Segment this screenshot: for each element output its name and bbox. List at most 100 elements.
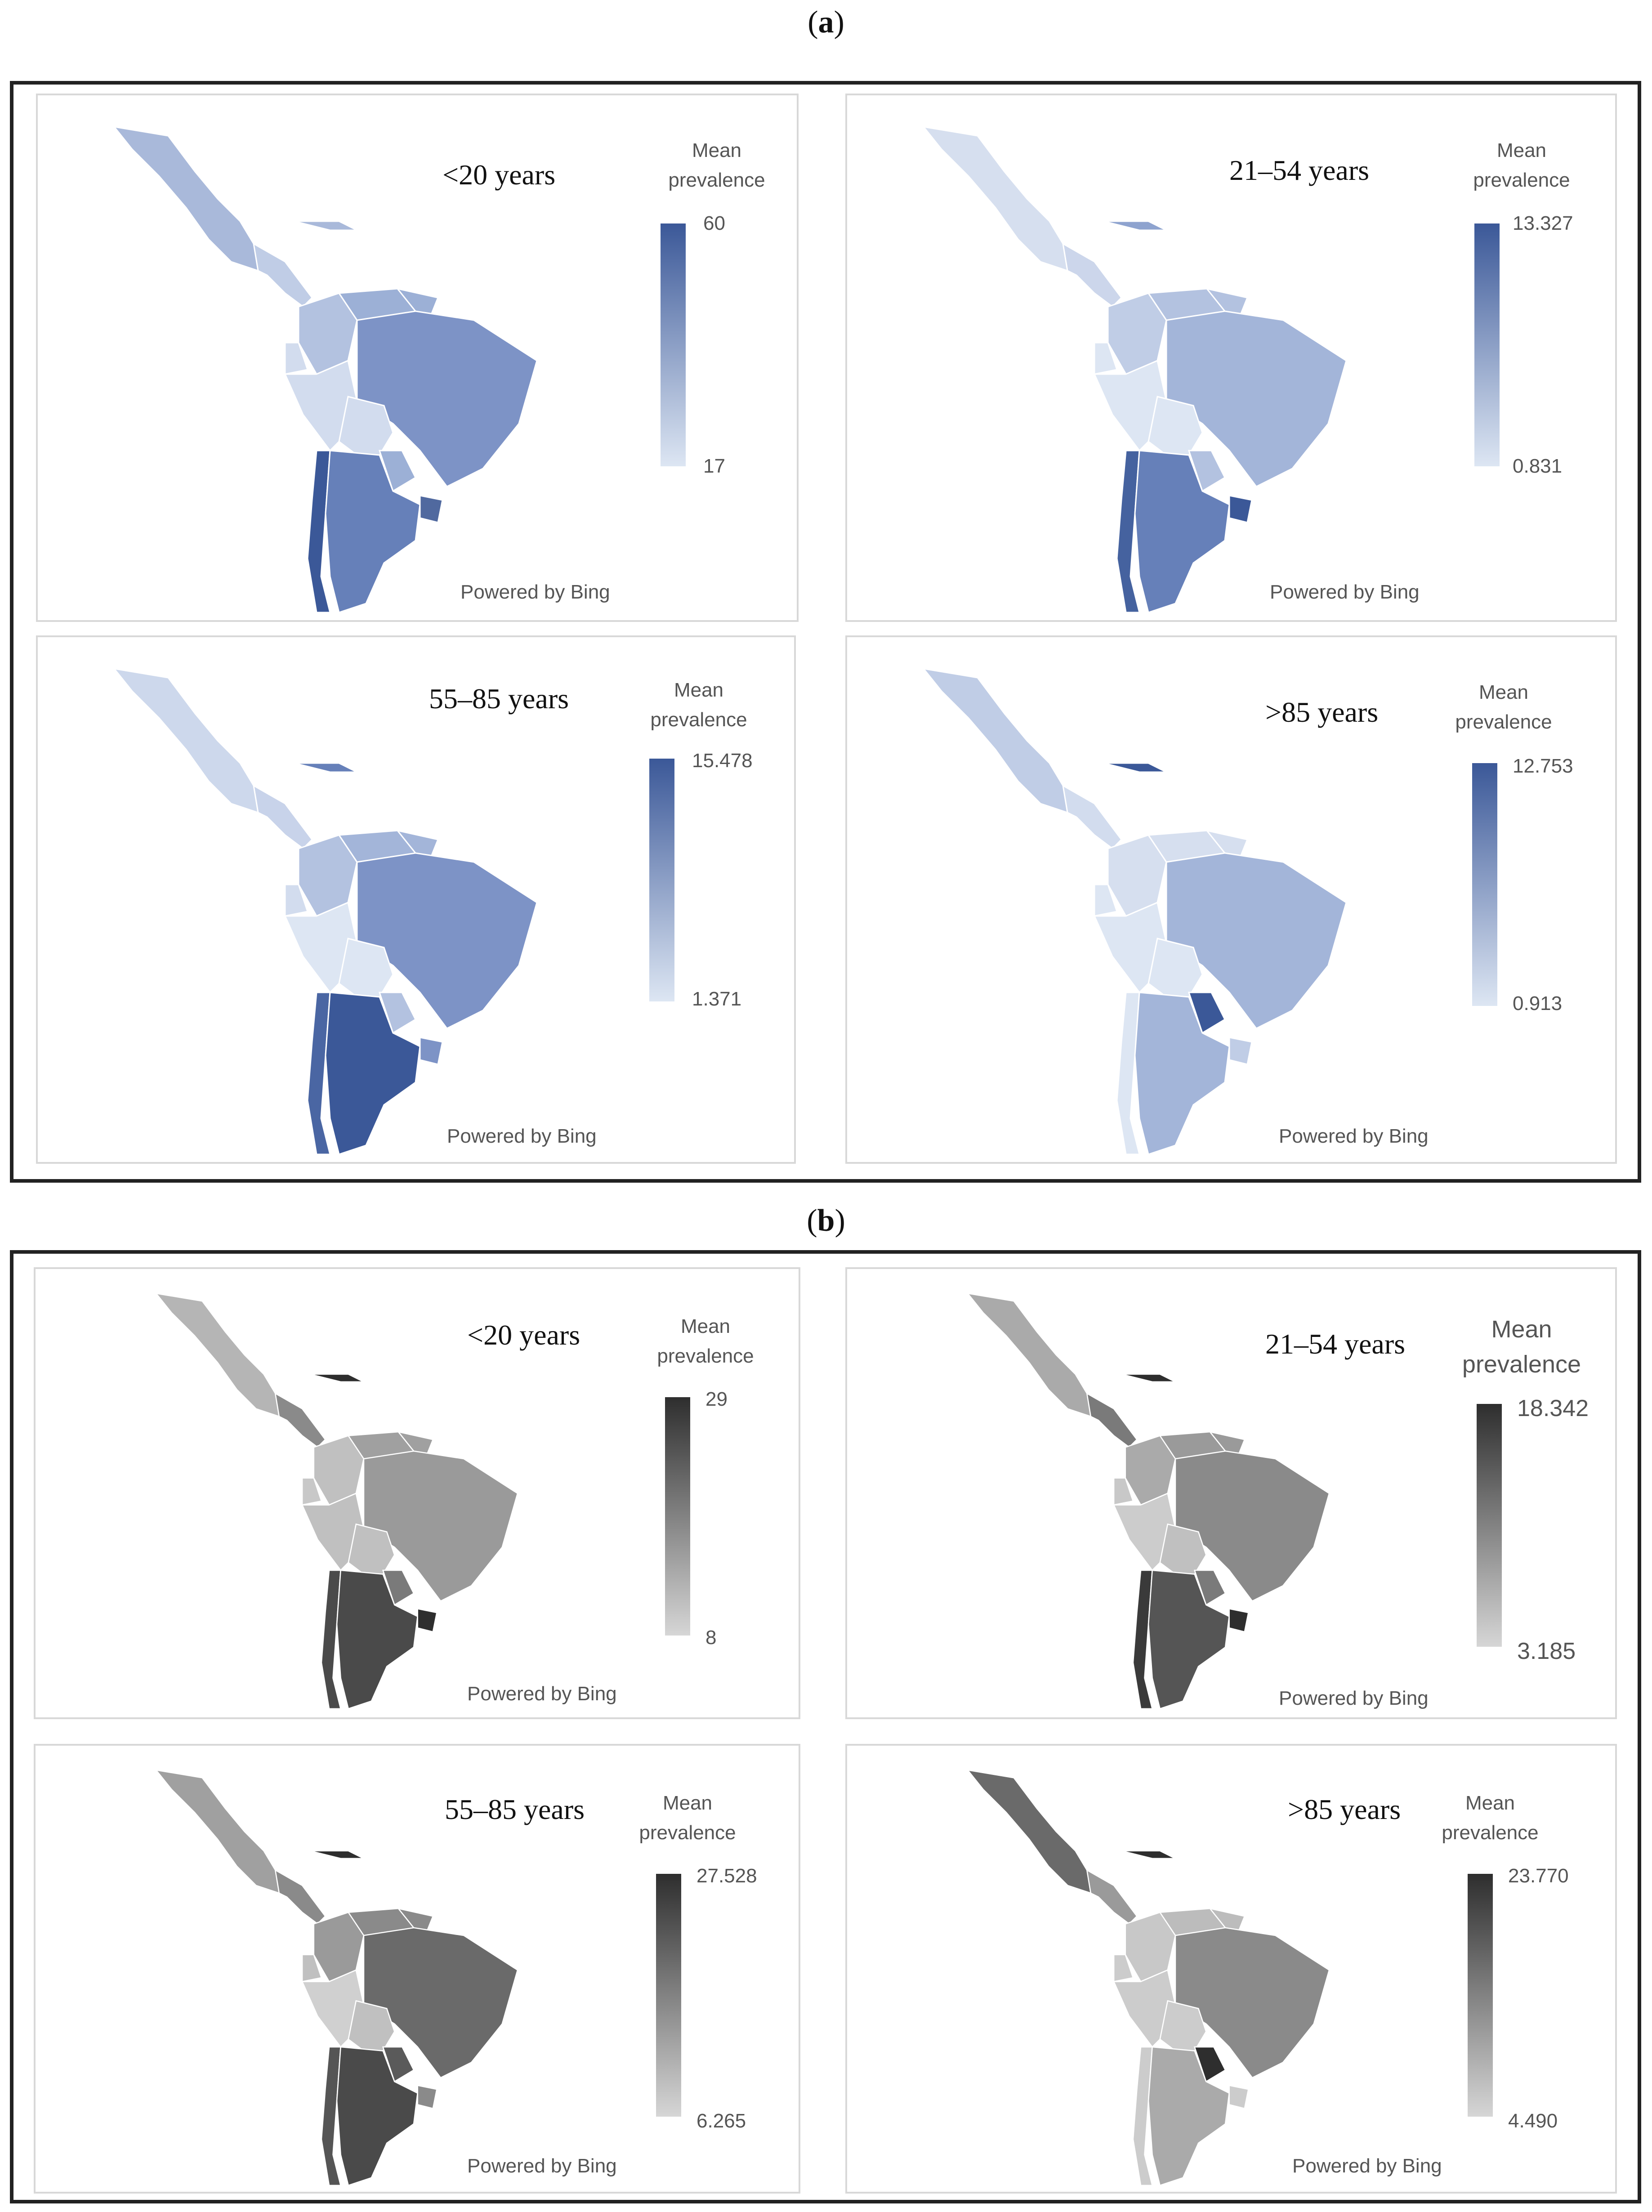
latin-america-map xyxy=(922,125,1347,613)
legend-min-value: 17 xyxy=(703,455,725,477)
latin-america-map xyxy=(922,667,1347,1155)
latin-america-map xyxy=(154,1769,518,2186)
country-cuba xyxy=(309,1850,364,1859)
country-cuba xyxy=(1121,1850,1176,1859)
powered-by-bing: Powered by Bing xyxy=(460,581,610,603)
panel-a-under-20: <20 years Mean prevalence 60 17 Powered b… xyxy=(36,94,799,622)
legend-title: Mean prevalence xyxy=(1462,1316,1581,1378)
legend-min-value: 1.371 xyxy=(692,988,742,1010)
country-ecuador xyxy=(284,884,308,917)
age-group-label: 21–54 years xyxy=(1265,1328,1406,1360)
legend-color-scale xyxy=(1468,1874,1493,2117)
section-b-frame: <20 years Mean prevalence 29 8 Powered by… xyxy=(10,1250,1641,2203)
country-cuba xyxy=(294,762,357,773)
country-argentina xyxy=(1147,2046,1230,2186)
country-ecuador xyxy=(301,1477,322,1506)
legend-min-value: 0.831 xyxy=(1513,455,1563,477)
country-central xyxy=(253,242,313,308)
country-uruguay xyxy=(417,1608,438,1633)
latin-america-map xyxy=(966,1769,1330,2186)
powered-by-bing: Powered by Bing xyxy=(1270,581,1420,603)
country-argentina xyxy=(336,1569,419,1710)
country-uruguay xyxy=(419,1037,443,1065)
country-central xyxy=(1086,1869,1138,1925)
legend-color-scale xyxy=(649,759,674,1001)
legend-min-value: 8 xyxy=(705,1627,717,1649)
legend-color-scale xyxy=(1472,763,1497,1006)
legend-title: Mean prevalence xyxy=(668,139,765,191)
country-uruguay xyxy=(419,495,443,523)
panel-b-over-85: >85 years Mean prevalence 23.770 4.490 Po… xyxy=(845,1744,1617,2194)
panel-b-55-85: 55–85 years Mean prevalence 27.528 6.265 … xyxy=(34,1744,800,2194)
country-argentina xyxy=(1134,992,1230,1155)
powered-by-bing: Powered by Bing xyxy=(1292,2155,1442,2177)
powered-by-bing: Powered by Bing xyxy=(467,2155,617,2177)
panel-a-21-54: 21–54 years Mean prevalence 13.327 0.831 … xyxy=(845,94,1617,622)
country-argentina xyxy=(325,450,421,613)
legend-title: Mean prevalence xyxy=(650,679,747,731)
legend-color-scale xyxy=(1477,1404,1502,1647)
country-central xyxy=(1062,784,1122,849)
latin-america-map xyxy=(154,1292,518,1710)
country-mexico xyxy=(112,125,268,272)
age-group-label: 55–85 years xyxy=(445,1793,585,1825)
legend-max-value: 12.753 xyxy=(1513,755,1573,777)
legend-min-value: 0.913 xyxy=(1513,992,1563,1014)
age-group-label: >85 years xyxy=(1288,1793,1401,1825)
legend-max-value: 15.478 xyxy=(692,750,753,772)
powered-by-bing: Powered by Bing xyxy=(467,1683,617,1705)
legend-title: Mean prevalence xyxy=(639,1792,736,1844)
country-ecuador xyxy=(1094,884,1118,917)
legend-min-value: 6.265 xyxy=(697,2110,746,2132)
legend-title: Mean prevalence xyxy=(657,1315,754,1367)
panel-b-under-20: <20 years Mean prevalence 29 8 Powered by… xyxy=(34,1267,800,1719)
country-mexico xyxy=(154,1769,288,1894)
legend-color-scale xyxy=(665,1397,690,1636)
legend-min-value: 4.490 xyxy=(1508,2110,1558,2132)
country-uruguay xyxy=(1228,495,1253,523)
age-group-label: >85 years xyxy=(1265,696,1379,728)
legend-color-scale xyxy=(661,223,686,466)
country-uruguay xyxy=(417,2084,438,2109)
legend-max-value: 29 xyxy=(705,1388,728,1410)
powered-by-bing: Powered by Bing xyxy=(1279,1125,1429,1147)
country-ecuador xyxy=(301,1954,322,1983)
powered-by-bing: Powered by Bing xyxy=(447,1125,597,1147)
country-central xyxy=(274,1392,326,1448)
country-ecuador xyxy=(1094,342,1118,375)
legend-max-value: 60 xyxy=(703,212,725,234)
panel-b-21-54: 21–54 years Mean prevalence 18.342 3.185 … xyxy=(845,1267,1617,1719)
legend-color-scale xyxy=(656,1874,681,2117)
age-group-label: 21–54 years xyxy=(1229,154,1370,186)
country-mexico xyxy=(922,667,1077,813)
legend-max-value: 23.770 xyxy=(1508,1865,1569,1887)
legend-max-value: 18.342 xyxy=(1517,1395,1589,1421)
section-a-frame: <20 years Mean prevalence 60 17 Powered b… xyxy=(10,81,1641,1183)
country-argentina xyxy=(336,2046,419,2186)
country-cuba xyxy=(309,1373,364,1383)
panel-a-over-85: >85 years Mean prevalence 12.753 0.913 Po… xyxy=(845,635,1617,1164)
country-central xyxy=(274,1869,326,1925)
country-cuba xyxy=(1103,762,1167,773)
country-uruguay xyxy=(1228,1608,1249,1633)
age-group-label: <20 years xyxy=(467,1319,580,1351)
country-central xyxy=(253,784,313,849)
country-argentina xyxy=(1147,1569,1230,1710)
country-mexico xyxy=(966,1769,1099,1894)
country-uruguay xyxy=(1228,2084,1249,2109)
country-mexico xyxy=(966,1292,1099,1417)
country-central xyxy=(1086,1392,1138,1448)
latin-america-map xyxy=(966,1292,1330,1710)
panel-a-55-85: 55–85 years Mean prevalence 15.478 1.371 … xyxy=(36,635,796,1164)
country-central xyxy=(1062,242,1122,308)
powered-by-bing: Powered by Bing xyxy=(1279,1687,1429,1709)
legend-color-scale xyxy=(1474,223,1500,466)
latin-america-map xyxy=(112,125,538,613)
legend-title: Mean prevalence xyxy=(1473,139,1570,191)
country-argentina xyxy=(1134,450,1230,613)
legend-title: Mean prevalence xyxy=(1455,681,1552,733)
age-group-label: <20 years xyxy=(442,159,556,191)
country-mexico xyxy=(154,1292,288,1417)
country-ecuador xyxy=(1113,1477,1134,1506)
legend-max-value: 13.327 xyxy=(1513,212,1573,234)
